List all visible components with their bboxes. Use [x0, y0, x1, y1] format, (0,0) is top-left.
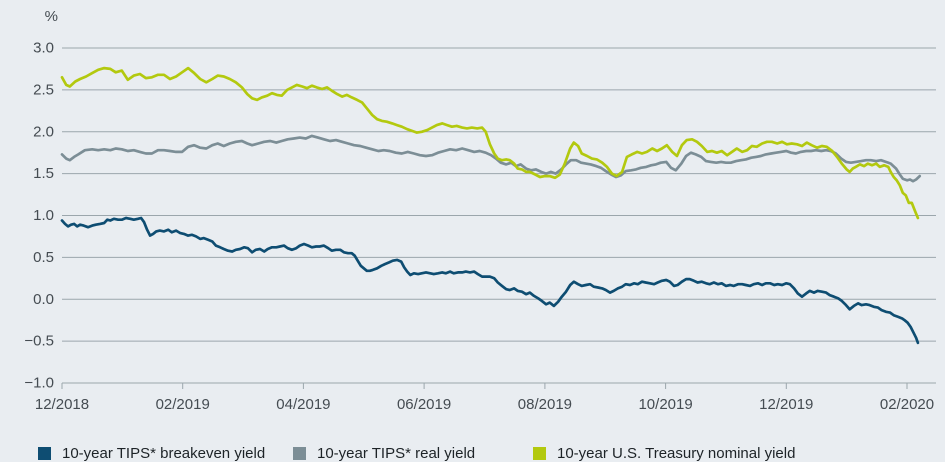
legend-swatch-real-icon [293, 446, 306, 460]
y-axis-tick-label: −1.0 [24, 375, 54, 392]
legend-item-breakeven: 10-year TIPS* breakeven yield [38, 443, 265, 463]
legend-swatch-breakeven-icon [38, 446, 51, 460]
series-line-breakeven [60, 216, 920, 345]
x-axis-tick-label: 06/2019 [397, 396, 451, 413]
legend-label-real: 10-year TIPS* real yield [317, 444, 476, 462]
legend-item-real: 10-year TIPS* real yield [293, 443, 475, 463]
legend-label-nominal: 10-year U.S. Treasury nominal yield [557, 444, 796, 462]
yield-line-chart: % 3.0 2.5 2.0 1.5 1.0 0.5 0.0 −0.5 −1.0 12/2018 02/… [24, 8, 936, 413]
x-axis-tick-label: 10/2019 [638, 396, 692, 413]
y-axis-tick-label: 2.5 [33, 81, 54, 98]
x-axis-tick-label: 02/2020 [880, 396, 934, 413]
y-axis-unit-label: % [45, 8, 58, 25]
y-axis-tick-label: 1.5 [33, 165, 54, 182]
y-axis-tick-label: 0.0 [33, 291, 54, 308]
y-axis-tick-label: 3.0 [33, 40, 54, 57]
y-axis-tick-label: 0.5 [33, 249, 54, 266]
legend-item-nominal: 10-year U.S. Treasury nominal yield [533, 443, 795, 463]
y-axis-tick-label: 1.0 [33, 207, 54, 224]
x-axis-tick-label: 12/2018 [35, 396, 89, 413]
bottom-margin [0, 462, 945, 467]
legend-label-breakeven: 10-year TIPS* breakeven yield [62, 444, 266, 462]
x-axis-tick-label: 08/2019 [518, 396, 572, 413]
x-axis-tick-label: 12/2019 [759, 396, 813, 413]
y-axis-tick-label: −0.5 [24, 333, 54, 350]
x-axis-tick-label: 02/2019 [156, 396, 210, 413]
series-line-nominal [60, 66, 920, 220]
y-axis-tick-label: 2.0 [33, 123, 54, 140]
chart-svg: % 3.0 2.5 2.0 1.5 1.0 0.5 0.0 −0.5 −1.0 12/2018 02/… [24, 8, 936, 413]
legend-swatch-nominal-icon [533, 446, 546, 460]
x-axis-tick-label: 04/2019 [276, 396, 330, 413]
series-line-real [60, 134, 922, 183]
chart-legend: 10-year TIPS* breakeven yield 10-year TI… [0, 443, 945, 463]
